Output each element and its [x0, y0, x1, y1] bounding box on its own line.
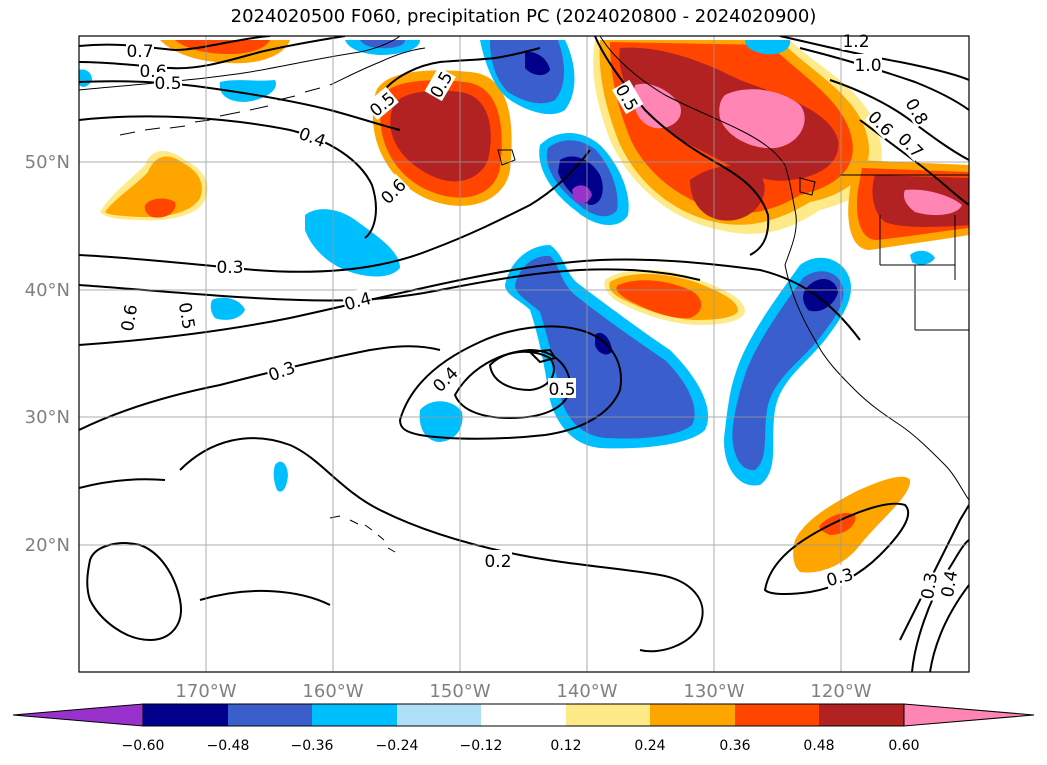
colorbar-tick-label: 0.24	[634, 738, 665, 754]
contour-label: 0.6	[118, 303, 142, 333]
contour-label: 0.2	[484, 552, 511, 572]
contour-label: 0.4	[938, 569, 962, 599]
contour-label: 1.2	[842, 32, 869, 52]
longitude-label: 130°W	[683, 681, 744, 702]
colorbar-tick-label: 0.12	[550, 738, 581, 754]
colorbar-extend-min	[12, 703, 144, 727]
longitude-label: 140°W	[556, 681, 617, 702]
longitude-label: 170°W	[175, 681, 236, 702]
colorbar-extend-max	[903, 703, 1035, 727]
colorbar-bin	[143, 704, 228, 726]
map-frame	[78, 35, 970, 673]
colorbar-tick-label: 0.60	[888, 738, 919, 754]
map-title: 2024020500 F060, precipitation PC (20240…	[230, 6, 817, 27]
colorbar-tick-label: −0.12	[460, 738, 503, 754]
colorbar-bin	[566, 704, 650, 726]
colorbar-bin	[228, 704, 312, 726]
contour-lines	[79, 36, 969, 672]
coastlines	[79, 36, 969, 553]
colorbar-bin	[650, 704, 735, 726]
contour-label: 0.7	[126, 42, 153, 62]
colorbar-bin	[397, 704, 481, 726]
colorbar-tick-label: −0.60	[122, 738, 165, 754]
colorbar-bin	[819, 704, 904, 726]
colorbar-tick-label: −0.48	[207, 738, 250, 754]
latitude-axis: 50°N 40°N 30°N 20°N	[25, 152, 70, 556]
latitude-label: 30°N	[25, 407, 70, 428]
contour-label: 0.5	[154, 74, 181, 94]
longitude-label: 150°W	[429, 681, 490, 702]
colorbar-tick-label: −0.36	[291, 738, 334, 754]
longitude-label: 120°W	[810, 681, 871, 702]
colorbar: −0.60 −0.48 −0.36 −0.24 −0.12 0.12 0.24 …	[12, 703, 1035, 754]
longitude-label: 160°W	[302, 681, 363, 702]
contour-label: 1.0	[854, 56, 881, 76]
colorbar-bin	[312, 704, 397, 726]
colorbar-bin	[735, 704, 819, 726]
longitude-axis: 170°W 160°W 150°W 140°W 130°W 120°W	[175, 681, 871, 702]
negative-region-west	[305, 209, 400, 277]
gridlines	[79, 36, 969, 672]
contour-label: 0.5	[548, 380, 575, 400]
latitude-label: 40°N	[25, 280, 70, 301]
colorbar-tick-label: −0.24	[376, 738, 419, 754]
colorbar-tick-label: 0.36	[719, 738, 750, 754]
contour-label: 0.3	[216, 258, 243, 278]
latitude-label: 20°N	[25, 535, 70, 556]
latitude-label: 50°N	[25, 152, 70, 173]
colorbar-bin	[481, 704, 566, 726]
colorbar-tick-label: 0.48	[803, 738, 834, 754]
contour-label: 0.5	[174, 301, 198, 331]
